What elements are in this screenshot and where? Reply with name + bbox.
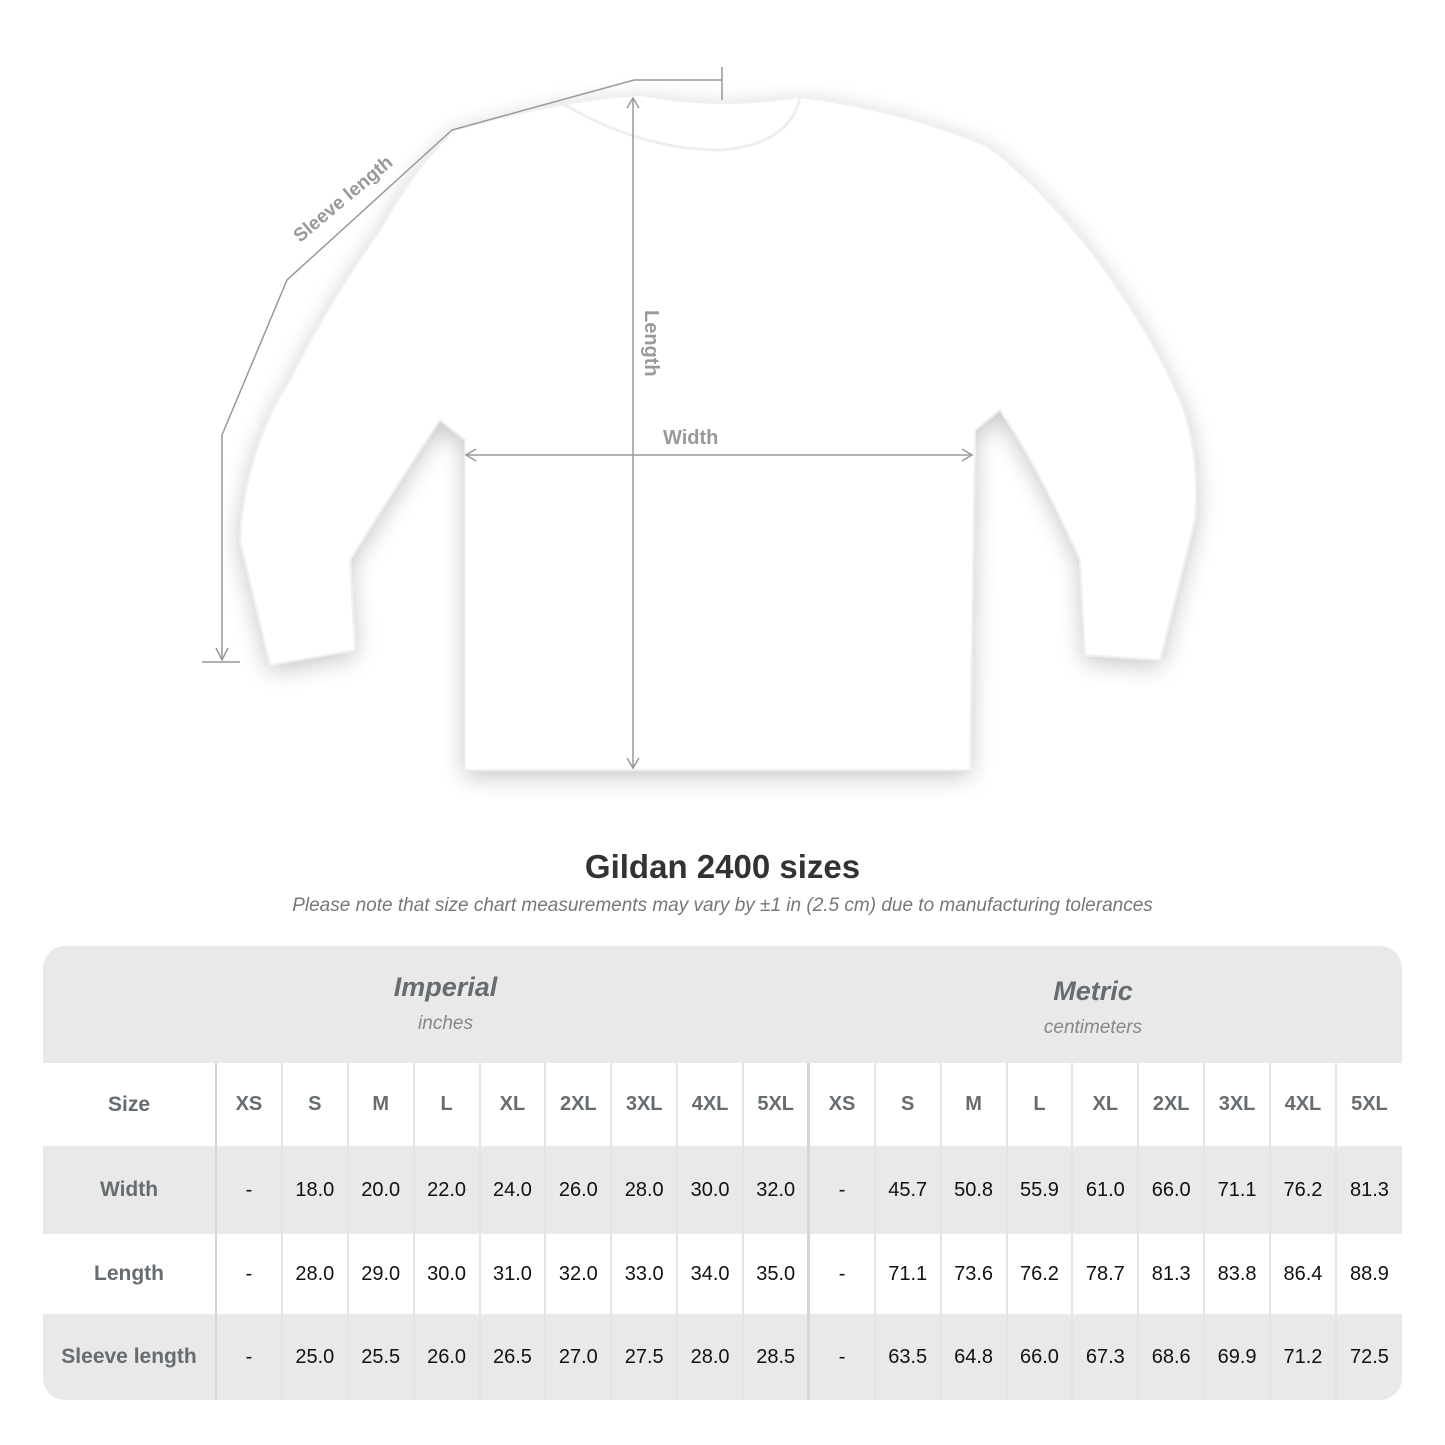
metric-size-m: M bbox=[939, 1063, 1007, 1146]
imperial-value-cell: 26.0 bbox=[412, 1314, 480, 1400]
metric-value-cell: 78.7 bbox=[1071, 1234, 1139, 1314]
imperial-value-cell: 29.0 bbox=[346, 1234, 414, 1314]
width-label: Width bbox=[663, 427, 718, 449]
metric-title: Metric bbox=[1053, 976, 1133, 1006]
table-header-row: Size XS S M L XL 2XL 3XL 4XL 5XL XS S M L XL 2XL 3XL 4XL 5… bbox=[43, 1063, 1402, 1146]
imperial-value-cell: 30.0 bbox=[412, 1234, 480, 1314]
metric-value-cell: 61.0 bbox=[1071, 1146, 1139, 1234]
imperial-value-cell: 35.0 bbox=[742, 1234, 809, 1314]
imperial-value-cell: 32.0 bbox=[742, 1146, 809, 1234]
imperial-value-cell: - bbox=[215, 1234, 282, 1314]
imperial-size-4xl: 4XL bbox=[676, 1063, 743, 1146]
metric-size-3xl: 3XL bbox=[1203, 1063, 1270, 1146]
imperial-value-cell: - bbox=[215, 1314, 282, 1400]
imperial-size-s: S bbox=[280, 1063, 348, 1146]
shirt-illustration bbox=[238, 93, 1197, 771]
metric-value-cell: - bbox=[807, 1234, 875, 1314]
row-label: Sleeve length bbox=[43, 1314, 217, 1400]
imperial-size-m: M bbox=[346, 1063, 414, 1146]
imperial-size-5xl: 5XL bbox=[742, 1063, 809, 1146]
metric-value-cell: 73.6 bbox=[939, 1234, 1007, 1314]
metric-value-cell: 68.6 bbox=[1137, 1314, 1205, 1400]
metric-size-l: L bbox=[1005, 1063, 1073, 1146]
imperial-value-cell: 33.0 bbox=[610, 1234, 678, 1314]
imperial-value-cell: 26.5 bbox=[478, 1314, 546, 1400]
metric-value-cell: 64.8 bbox=[939, 1314, 1007, 1400]
size-grid: Size XS S M L XL 2XL 3XL 4XL 5XL XS S M L XL 2XL 3XL 4XL 5… bbox=[43, 1063, 1402, 1400]
imperial-value-cell: 22.0 bbox=[412, 1146, 480, 1234]
imperial-value-cell: 20.0 bbox=[346, 1146, 414, 1234]
metric-value-cell: 72.5 bbox=[1334, 1314, 1402, 1400]
metric-size-xs: XS bbox=[807, 1063, 875, 1146]
metric-value-cell: 83.8 bbox=[1203, 1234, 1270, 1314]
metric-size-5xl: 5XL bbox=[1334, 1063, 1402, 1146]
page-title: Gildan 2400 sizes bbox=[584, 848, 861, 885]
size-table: Imperial inches Metric centimeters Size X… bbox=[43, 946, 1402, 1400]
metric-value-cell: 86.4 bbox=[1269, 1234, 1336, 1314]
metric-value-cell: 88.9 bbox=[1334, 1234, 1402, 1314]
metric-value-cell: 76.2 bbox=[1005, 1234, 1073, 1314]
imperial-title: Imperial bbox=[393, 972, 498, 1002]
imperial-value-cell: 34.0 bbox=[676, 1234, 743, 1314]
imperial-size-xs: XS bbox=[215, 1063, 282, 1146]
imperial-value-cell: 28.5 bbox=[742, 1314, 809, 1400]
metric-value-cell: 71.1 bbox=[873, 1234, 941, 1314]
imperial-value-cell: - bbox=[215, 1146, 282, 1234]
imperial-value-cell: 26.0 bbox=[544, 1146, 612, 1234]
imperial-value-cell: 27.0 bbox=[544, 1314, 612, 1400]
imperial-value-cell: 27.5 bbox=[610, 1314, 678, 1400]
metric-value-cell: 55.9 bbox=[1005, 1146, 1073, 1234]
metric-value-cell: 45.7 bbox=[873, 1146, 941, 1234]
imperial-header: Imperial inches bbox=[215, 972, 676, 1035]
metric-unit: centimeters bbox=[1043, 1017, 1143, 1038]
row-label: Length bbox=[43, 1234, 217, 1314]
imperial-value-cell: 28.0 bbox=[676, 1314, 743, 1400]
metric-value-cell: 66.0 bbox=[1137, 1146, 1205, 1234]
imperial-value-cell: 31.0 bbox=[478, 1234, 546, 1314]
system-header: Imperial inches Metric centimeters bbox=[43, 946, 1402, 1063]
metric-value-cell: - bbox=[807, 1314, 875, 1400]
imperial-value-cell: 24.0 bbox=[478, 1146, 546, 1234]
metric-size-4xl: 4XL bbox=[1269, 1063, 1336, 1146]
imperial-value-cell: 30.0 bbox=[676, 1146, 743, 1234]
imperial-size-l: L bbox=[412, 1063, 480, 1146]
imperial-size-2xl: 2XL bbox=[544, 1063, 612, 1146]
metric-header: Metric centimeters bbox=[809, 976, 1377, 1039]
length-label: Length bbox=[640, 310, 662, 377]
metric-size-s: S bbox=[873, 1063, 941, 1146]
metric-value-cell: - bbox=[807, 1146, 875, 1234]
imperial-size-3xl: 3XL bbox=[610, 1063, 678, 1146]
metric-value-cell: 67.3 bbox=[1071, 1314, 1139, 1400]
imperial-value-cell: 28.0 bbox=[280, 1234, 348, 1314]
metric-value-cell: 50.8 bbox=[939, 1146, 1007, 1234]
imperial-value-cell: 25.5 bbox=[346, 1314, 414, 1400]
imperial-value-cell: 18.0 bbox=[280, 1146, 348, 1234]
imperial-value-cell: 25.0 bbox=[280, 1314, 348, 1400]
metric-value-cell: 81.3 bbox=[1137, 1234, 1205, 1314]
metric-value-cell: 69.9 bbox=[1203, 1314, 1270, 1400]
shirt-diagram: Sleeve length Length Width bbox=[202, 67, 1197, 771]
metric-value-cell: 66.0 bbox=[1005, 1314, 1073, 1400]
metric-value-cell: 76.2 bbox=[1269, 1146, 1336, 1234]
metric-value-cell: 81.3 bbox=[1334, 1146, 1402, 1234]
table-row: Length -28.0 29.0 30.0 31.0 32.0 33.0 34.0 35.0-… bbox=[43, 1234, 1402, 1314]
metric-value-cell: 71.1 bbox=[1203, 1146, 1270, 1234]
metric-size-xl: XL bbox=[1071, 1063, 1139, 1146]
size-header: Size bbox=[43, 1063, 217, 1146]
table-row: Width -18.0 20.0 22.0 24.0 26.0 28.0 30.0 32.0-4… bbox=[43, 1146, 1402, 1234]
tolerance-note: Please note that size chart measurements… bbox=[292, 895, 1153, 916]
imperial-value-cell: 28.0 bbox=[610, 1146, 678, 1234]
imperial-value-cell: 32.0 bbox=[544, 1234, 612, 1314]
imperial-size-xl: XL bbox=[478, 1063, 546, 1146]
metric-value-cell: 63.5 bbox=[873, 1314, 941, 1400]
row-label: Width bbox=[43, 1146, 217, 1234]
metric-size-2xl: 2XL bbox=[1137, 1063, 1205, 1146]
imperial-unit: inches bbox=[418, 1013, 473, 1034]
metric-value-cell: 71.2 bbox=[1269, 1314, 1336, 1400]
sleeve-length-line bbox=[221, 79, 722, 660]
table-row: Sleeve length -25.0 25.5 26.0 26.5 27.0 27.5 28… bbox=[43, 1314, 1402, 1400]
